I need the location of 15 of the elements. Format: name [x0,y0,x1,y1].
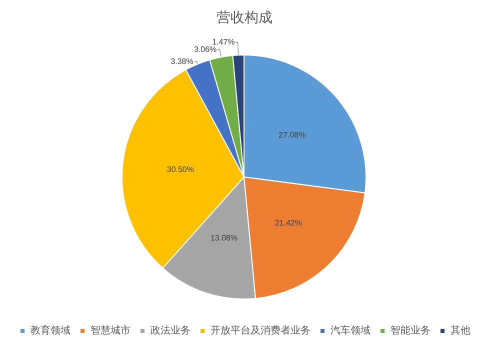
data-label: 21.42% [274,218,302,228]
legend-label: 教育领域 [30,324,70,336]
legend-label: 开放平台及消费者业务 [210,324,310,336]
legend-label: 汽车领域 [330,324,370,336]
data-label: 30.50% [166,165,194,174]
legend-label: 智能业务 [390,324,430,336]
data-label: 3.38% [170,56,194,66]
legend-label: 智慧城市 [90,324,130,336]
data-label: 27.08% [278,130,306,140]
legend-label: 政法业务 [150,324,190,336]
data-label: 13.08% [210,233,238,242]
chart-title: 营收构成 [216,10,272,26]
data-label: 3.06% [194,44,217,54]
legend-label: 其他 [450,324,470,336]
data-label: 1.47% [212,38,235,47]
